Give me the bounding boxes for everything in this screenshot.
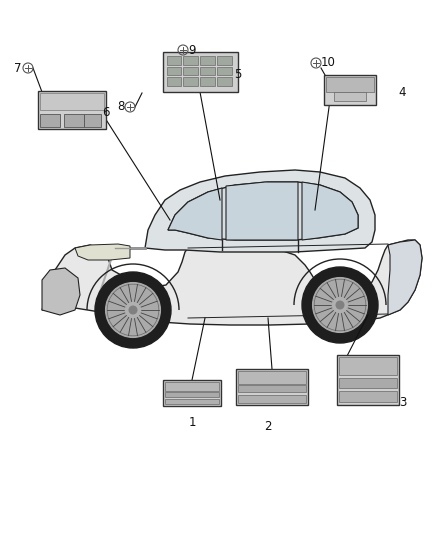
Bar bbox=[162, 52, 237, 92]
Bar bbox=[238, 395, 306, 403]
Bar bbox=[236, 369, 308, 405]
Bar bbox=[339, 357, 397, 375]
Bar bbox=[183, 67, 198, 75]
Circle shape bbox=[129, 306, 137, 314]
Circle shape bbox=[302, 267, 378, 343]
Bar bbox=[217, 77, 232, 86]
Polygon shape bbox=[168, 182, 358, 240]
Bar bbox=[40, 114, 60, 127]
Bar bbox=[166, 56, 181, 64]
Bar bbox=[339, 391, 397, 402]
Text: 7: 7 bbox=[14, 61, 22, 75]
Polygon shape bbox=[75, 244, 130, 260]
Text: 1: 1 bbox=[188, 416, 196, 429]
Polygon shape bbox=[388, 240, 422, 315]
Bar bbox=[238, 385, 306, 392]
Bar bbox=[200, 67, 215, 75]
Bar bbox=[337, 355, 399, 405]
Bar bbox=[200, 56, 215, 64]
Text: 8: 8 bbox=[117, 101, 125, 114]
Bar bbox=[334, 92, 366, 101]
Bar bbox=[64, 114, 84, 127]
Text: 4: 4 bbox=[398, 85, 406, 99]
Circle shape bbox=[106, 282, 160, 337]
Polygon shape bbox=[42, 268, 80, 315]
Bar bbox=[339, 377, 397, 387]
Bar bbox=[217, 56, 232, 64]
Polygon shape bbox=[302, 182, 358, 240]
Polygon shape bbox=[168, 188, 222, 240]
Polygon shape bbox=[226, 182, 298, 240]
Bar bbox=[200, 77, 215, 86]
Circle shape bbox=[95, 272, 171, 348]
Bar bbox=[183, 56, 198, 64]
Bar bbox=[326, 77, 374, 92]
Circle shape bbox=[125, 302, 141, 318]
Text: 6: 6 bbox=[102, 107, 110, 119]
Text: 2: 2 bbox=[264, 419, 272, 432]
Bar bbox=[38, 91, 106, 129]
Text: 9: 9 bbox=[188, 44, 196, 56]
Bar bbox=[324, 75, 376, 105]
Bar bbox=[165, 382, 219, 391]
Bar bbox=[165, 399, 219, 405]
Circle shape bbox=[336, 301, 344, 309]
Polygon shape bbox=[145, 170, 375, 252]
Bar bbox=[183, 77, 198, 86]
Text: 10: 10 bbox=[321, 56, 336, 69]
Circle shape bbox=[332, 297, 348, 312]
Text: 5: 5 bbox=[234, 69, 242, 82]
Bar bbox=[166, 67, 181, 75]
Bar bbox=[165, 392, 219, 397]
Polygon shape bbox=[42, 240, 422, 325]
Bar bbox=[166, 77, 181, 86]
Text: 3: 3 bbox=[399, 397, 407, 409]
Bar bbox=[163, 380, 221, 406]
Bar bbox=[40, 93, 104, 110]
Bar bbox=[84, 114, 101, 127]
Bar bbox=[238, 371, 306, 384]
Bar bbox=[217, 67, 232, 75]
Circle shape bbox=[313, 278, 367, 333]
